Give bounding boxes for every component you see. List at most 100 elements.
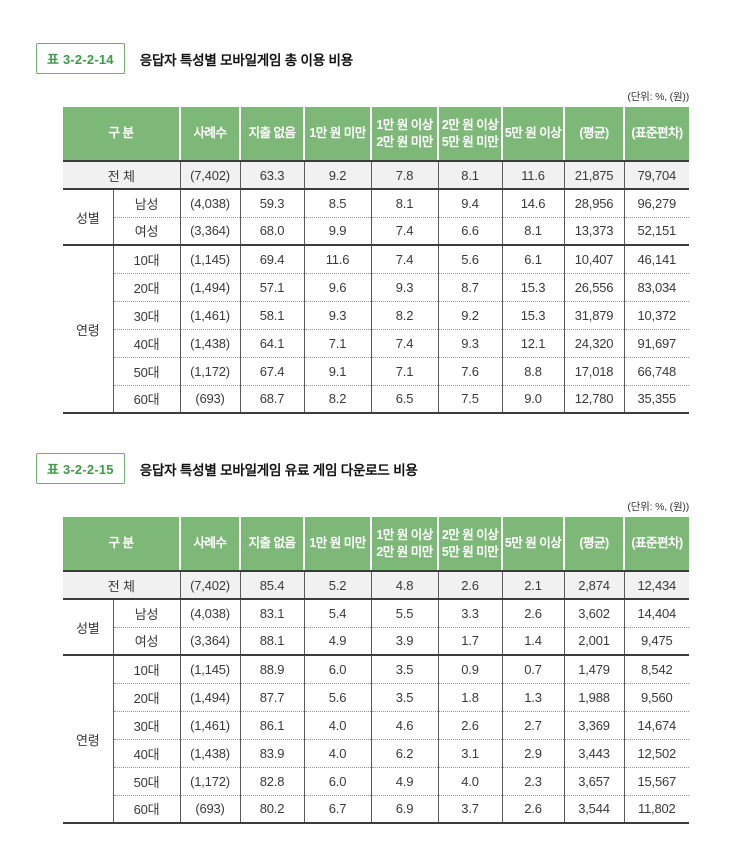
value-cell: 0.9 xyxy=(437,654,503,683)
table-row: 성별 남성 (4,038) 83.1 5.4 5.5 3.3 2.6 3,602 14,404 xyxy=(63,598,690,655)
value-cell: 2,001 xyxy=(563,626,625,655)
value-cell: 6.5 xyxy=(370,384,439,413)
value-cell: 8.1 xyxy=(437,160,503,190)
value-cell: 4.9 xyxy=(303,626,372,655)
header-cell: 1만 원 이상 2만 원 미만 xyxy=(371,517,440,572)
value-cell: 9,475 xyxy=(623,626,690,655)
value-cell: 1.3 xyxy=(501,682,565,711)
header-cell: 구 분 xyxy=(63,517,182,572)
header-cell: 구 분 xyxy=(63,107,182,162)
row-label-cell: 60대 xyxy=(112,384,181,413)
data-table: 구 분 사례수 지출 없음 1만 원 미만 1만 원 이상 2만 원 미만 2만 원 이상… xyxy=(63,107,690,414)
value-cell: 9.3 xyxy=(303,300,372,329)
header-cell: (평균) xyxy=(564,517,626,572)
header-cell: 사례수 xyxy=(180,107,242,162)
value-cell: 9.2 xyxy=(303,160,372,190)
value-cell: (1,461) xyxy=(179,710,241,739)
value-cell: 11,802 xyxy=(623,794,690,823)
header-cell: 지출 없음 xyxy=(240,107,306,162)
value-cell: 1.7 xyxy=(437,626,503,655)
table-row: 여성 (3,364) 88.1 4.9 3.9 1.7 1.4 2,001 9,475 xyxy=(63,626,690,655)
value-cell: (7,402) xyxy=(179,570,241,600)
value-cell: 1.4 xyxy=(501,626,565,655)
value-cell: 87.7 xyxy=(239,682,305,711)
row-label-cell: 20대 xyxy=(112,682,181,711)
value-cell: 64.1 xyxy=(239,328,305,357)
value-cell: 9.9 xyxy=(303,216,372,245)
row-label-cell: 50대 xyxy=(112,766,181,795)
unit-note: (단위: %, (원)) xyxy=(627,91,689,103)
value-cell: 9.6 xyxy=(303,272,372,301)
table-row: 20대 (1,494) 57.1 9.6 9.3 8.7 15.3 26,556 83,034 xyxy=(63,272,690,301)
value-cell: 14.6 xyxy=(501,188,565,217)
value-cell: 12.1 xyxy=(501,328,565,357)
header-cell: 2만 원 이상 5만 원 미만 xyxy=(438,517,504,572)
value-cell: 9.0 xyxy=(501,384,565,413)
table-row: 전 체 (7,402) 63.3 9.2 7.8 8.1 11.6 21,875 79,704 xyxy=(63,160,690,190)
row-label-cell: 10대 xyxy=(112,244,181,273)
value-cell: 5.5 xyxy=(370,598,439,627)
value-cell: (4,038) xyxy=(179,598,241,627)
value-cell: 9.3 xyxy=(370,272,439,301)
row-label-cell: 60대 xyxy=(112,794,181,823)
value-cell: 7.4 xyxy=(370,216,439,245)
value-cell: (3,364) xyxy=(179,626,241,655)
header-cell: 2만 원 이상 5만 원 미만 xyxy=(438,107,504,162)
value-cell: 2,874 xyxy=(563,570,625,600)
value-cell: 2.7 xyxy=(501,710,565,739)
table-row: 성별 남성 (4,038) 59.3 8.5 8.1 9.4 14.6 28,956 96,279 xyxy=(63,188,690,245)
value-cell: 14,404 xyxy=(623,598,690,627)
value-cell: 69.4 xyxy=(239,244,305,273)
value-cell: 52,151 xyxy=(623,216,690,245)
value-cell: 9.2 xyxy=(437,300,503,329)
table-tag: 표 3-2-2-15 xyxy=(36,453,125,484)
value-cell: 3.5 xyxy=(370,682,439,711)
value-cell: 31,879 xyxy=(563,300,625,329)
value-cell: (1,172) xyxy=(179,766,241,795)
value-cell: (1,145) xyxy=(179,244,241,273)
value-cell: (4,038) xyxy=(179,188,241,217)
value-cell: 10,407 xyxy=(563,244,625,273)
table-row: 50대 (1,172) 82.8 6.0 4.9 4.0 2.3 3,657 15,567 xyxy=(63,766,690,795)
value-cell: 12,780 xyxy=(563,384,625,413)
table-row: 40대 (1,438) 64.1 7.1 7.4 9.3 12.1 24,320 91,697 xyxy=(63,328,690,357)
value-cell: 24,320 xyxy=(563,328,625,357)
unit-note: (단위: %, (원)) xyxy=(627,501,689,513)
value-cell: 8.5 xyxy=(303,188,372,217)
group-cell: 성별 xyxy=(63,188,113,245)
table-row: 30대 (1,461) 58.1 9.3 8.2 9.2 15.3 31,879 10,372 xyxy=(63,300,690,329)
value-cell: 4.8 xyxy=(370,570,439,600)
value-cell: 0.7 xyxy=(501,654,565,683)
row-label-cell: 30대 xyxy=(112,710,181,739)
group-cell: 연령 xyxy=(63,654,113,823)
value-cell: 3,602 xyxy=(563,598,625,627)
value-cell: 3.1 xyxy=(437,738,503,767)
row-label-cell: 전 체 xyxy=(63,570,181,600)
value-cell: 4.0 xyxy=(303,738,372,767)
header-cell: (평균) xyxy=(564,107,626,162)
value-cell: 46,141 xyxy=(623,244,690,273)
value-cell: 3,657 xyxy=(563,766,625,795)
value-cell: 88.9 xyxy=(239,654,305,683)
value-cell: 7.1 xyxy=(303,328,372,357)
value-cell: 12,502 xyxy=(623,738,690,767)
value-cell: 2.3 xyxy=(501,766,565,795)
value-cell: 83,034 xyxy=(623,272,690,301)
value-cell: 80.2 xyxy=(239,794,305,823)
value-cell: 3,443 xyxy=(563,738,625,767)
header-cell: 지출 없음 xyxy=(240,517,306,572)
table-row: 40대 (1,438) 83.9 4.0 6.2 3.1 2.9 3,443 12,502 xyxy=(63,738,690,767)
value-cell: 11.6 xyxy=(303,244,372,273)
value-cell: 26,556 xyxy=(563,272,625,301)
value-cell: 8.8 xyxy=(501,356,565,385)
value-cell: 2.6 xyxy=(437,710,503,739)
value-cell: 96,279 xyxy=(623,188,690,217)
value-cell: 4.0 xyxy=(437,766,503,795)
table-block-2: 표 3-2-2-15 응답자 특성별 모바일게임 유료 게임 다운로드 비용 (… xyxy=(0,414,750,824)
table-caption-row: 표 3-2-2-15 응답자 특성별 모바일게임 유료 게임 다운로드 비용 xyxy=(36,414,750,484)
value-cell: 6.1 xyxy=(501,244,565,273)
value-cell: 2.6 xyxy=(437,570,503,600)
value-cell: 2.6 xyxy=(501,794,565,823)
table-tag: 표 3-2-2-14 xyxy=(36,43,125,74)
